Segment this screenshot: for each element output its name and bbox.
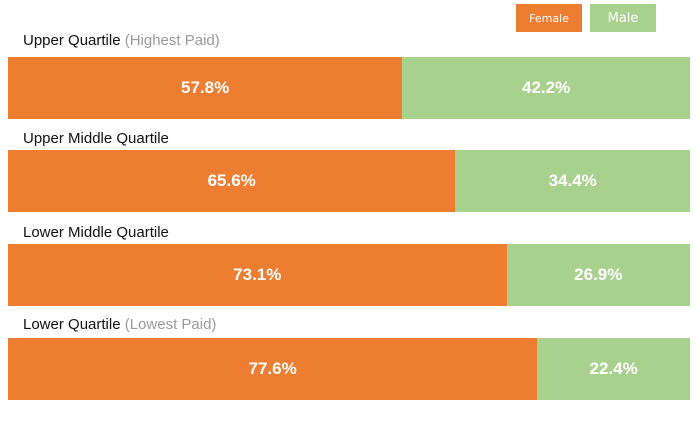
stacked-bar: 77.6% 22.4% — [8, 338, 690, 400]
data-label: 22.4% — [589, 359, 638, 378]
data-label: 26.9% — [574, 265, 623, 284]
data-label: 77.6% — [248, 359, 297, 378]
bar-segment-male: 34.4% — [455, 150, 690, 212]
row-label: Upper Middle Quartile — [23, 130, 169, 147]
bar-segment-male: 26.9% — [506, 244, 690, 306]
row-label-text: Upper Quartile — [23, 32, 121, 49]
data-label: 73.1% — [233, 265, 282, 284]
bar-segment-female: 77.6% — [8, 338, 538, 400]
legend-male: Male — [590, 4, 656, 32]
stacked-bar: 57.8% 42.2% — [8, 57, 690, 119]
bar-segment-female: 65.6% — [8, 150, 456, 212]
bar-segment-male: 22.4% — [537, 338, 690, 400]
row-label: Lower Quartile (Lowest Paid) — [23, 316, 216, 333]
data-label: 57.8% — [180, 78, 230, 97]
row-label: Lower Middle Quartile — [23, 224, 169, 241]
row-label: Upper Quartile (Highest Paid) — [23, 32, 220, 49]
row-label-text: Lower Quartile — [23, 316, 121, 333]
bar-segment-male: 42.2% — [402, 57, 690, 119]
data-label: 42.2% — [521, 78, 571, 97]
bar-segment-female: 57.8% — [8, 57, 403, 119]
stacked-bar: 65.6% 34.4% — [8, 150, 690, 212]
data-label: 34.4% — [548, 171, 597, 190]
row-label-text: Lower Middle Quartile — [23, 224, 169, 241]
row-label-text: Upper Middle Quartile — [23, 130, 169, 147]
bar-segment-female: 73.1% — [8, 244, 507, 306]
data-label: 65.6% — [207, 171, 256, 190]
row-sublabel: (Highest Paid) — [120, 32, 220, 49]
legend-female: Female — [516, 4, 582, 32]
row-sublabel: (Lowest Paid) — [120, 316, 217, 333]
stacked-bar: 73.1% 26.9% — [8, 244, 690, 306]
